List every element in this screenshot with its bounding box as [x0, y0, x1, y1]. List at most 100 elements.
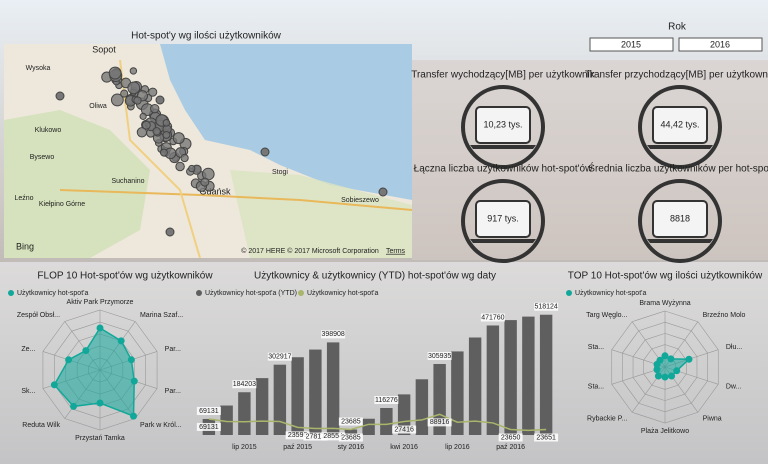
- bar: [433, 363, 446, 435]
- bar: [415, 379, 429, 435]
- data-label: 23651: [536, 434, 556, 441]
- data-label: 23650: [501, 434, 521, 441]
- slicer-option[interactable]: 2016: [710, 39, 730, 49]
- hotspot-marker: [129, 67, 138, 75]
- hotspot-marker: [110, 93, 124, 107]
- slicer-button[interactable]: [678, 37, 763, 52]
- laptop-screen: [475, 200, 531, 238]
- x-tick-label: sty 2016: [338, 444, 365, 451]
- axis-label: Aktiv Park Przymorze: [67, 299, 134, 306]
- backdrop: [412, 60, 768, 260]
- x-tick-label: paź 2015: [283, 444, 312, 451]
- place-label: Oliwa: [89, 103, 107, 110]
- x-tick-label: paź 2016: [496, 444, 525, 451]
- label-box: [498, 433, 523, 442]
- axis-label: Brama Wyżynna: [639, 300, 690, 307]
- card-title: Transfer wychodzący[MB] per użytkownik: [411, 70, 596, 81]
- hotspot-marker: [260, 147, 270, 157]
- label-box: [480, 313, 505, 322]
- hotspot-marker: [378, 187, 388, 197]
- data-label: 88916: [430, 419, 450, 426]
- data-label: 23595: [288, 432, 308, 439]
- place-label: Bysewo: [30, 154, 55, 161]
- data-label: 69131: [199, 424, 219, 431]
- hotspot-marker: [120, 89, 129, 98]
- place-label: Leźno: [14, 195, 33, 202]
- radar-point: [673, 367, 681, 375]
- bar: [380, 408, 393, 435]
- chart-title: Użytkownicy & użytkownicy (YTD) hot-spot…: [254, 271, 496, 282]
- slicer-title: Rok: [668, 22, 687, 33]
- data-label: 28554: [323, 433, 343, 440]
- slicer-button[interactable]: [589, 37, 674, 52]
- hotspot-marker: [180, 153, 189, 163]
- axis-label: Rybackie P...: [587, 416, 627, 423]
- axis-label: Targ Węglo...: [586, 312, 627, 319]
- legend-swatch: [196, 290, 202, 296]
- axis-label: Dłu...: [726, 344, 742, 351]
- place-label: Kiełpino Górne: [39, 201, 85, 208]
- place-label: Suchanino: [111, 178, 144, 185]
- label-box: [285, 431, 310, 440]
- bar: [522, 316, 535, 435]
- legend-label: Użytkownicy hot-spot'a: [575, 290, 646, 297]
- laptop-base: [647, 145, 713, 149]
- radar-point: [127, 356, 135, 364]
- radar-point: [70, 402, 78, 410]
- place-label: Gdańsk: [199, 186, 231, 196]
- label-box: [321, 330, 346, 339]
- data-label: 116276: [375, 397, 398, 404]
- axis-label: Marina Szaf...: [140, 312, 183, 319]
- laptop-screen: [475, 106, 531, 144]
- card-value: 8818: [670, 213, 690, 223]
- card-title: Transfer przychodzący[MB] per użytkownik: [585, 70, 768, 81]
- label-box: [303, 432, 328, 441]
- hotspot-marker: [165, 227, 175, 237]
- data-label: 471760: [481, 314, 504, 321]
- axis-label: Par...: [165, 346, 181, 353]
- axis-label: Plaża Jelitkowo: [641, 428, 689, 435]
- slicer-option[interactable]: 2015: [621, 39, 641, 49]
- label-box: [427, 351, 452, 360]
- axis-label: Reduta Wilk: [22, 422, 60, 429]
- radar-point: [656, 356, 664, 364]
- laptop-base: [470, 239, 536, 243]
- radar-point: [65, 356, 73, 364]
- hotspot-marker: [188, 164, 196, 173]
- radar-point: [667, 355, 675, 363]
- label-box: [196, 406, 221, 415]
- card-value: 10,23 tys.: [483, 119, 522, 129]
- hotspot-marker: [159, 148, 168, 157]
- data-label: 27416: [394, 426, 414, 433]
- label-box: [232, 380, 257, 389]
- radar-point: [654, 372, 662, 380]
- card-value: 917 tys.: [487, 213, 519, 223]
- bar: [486, 325, 500, 435]
- bar: [468, 337, 482, 435]
- data-label: 305935: [428, 353, 451, 360]
- x-tick-label: lip 2016: [445, 444, 470, 451]
- bar: [451, 351, 464, 435]
- hotspot-marker: [172, 132, 185, 145]
- place-label: Stogi: [272, 169, 288, 176]
- bar: [362, 418, 375, 435]
- axis-label: Przystań Tamka: [75, 435, 125, 442]
- hotspot-marker: [200, 177, 210, 187]
- radar-point: [82, 347, 90, 355]
- radar-point: [661, 373, 669, 381]
- data-label: 23685: [341, 434, 361, 441]
- map: [4, 44, 413, 259]
- label-box: [374, 396, 399, 405]
- hotspot-marker: [55, 91, 65, 101]
- place-label: Wysoka: [26, 65, 51, 72]
- bar: [344, 429, 358, 435]
- laptop-base: [647, 239, 713, 243]
- label-box: [534, 302, 559, 311]
- map-terms[interactable]: Terms: [386, 248, 406, 255]
- laptop-screen: [652, 106, 708, 144]
- hotspot-marker: [108, 66, 122, 80]
- data-label: 23685: [341, 418, 361, 425]
- radar-point: [653, 366, 661, 374]
